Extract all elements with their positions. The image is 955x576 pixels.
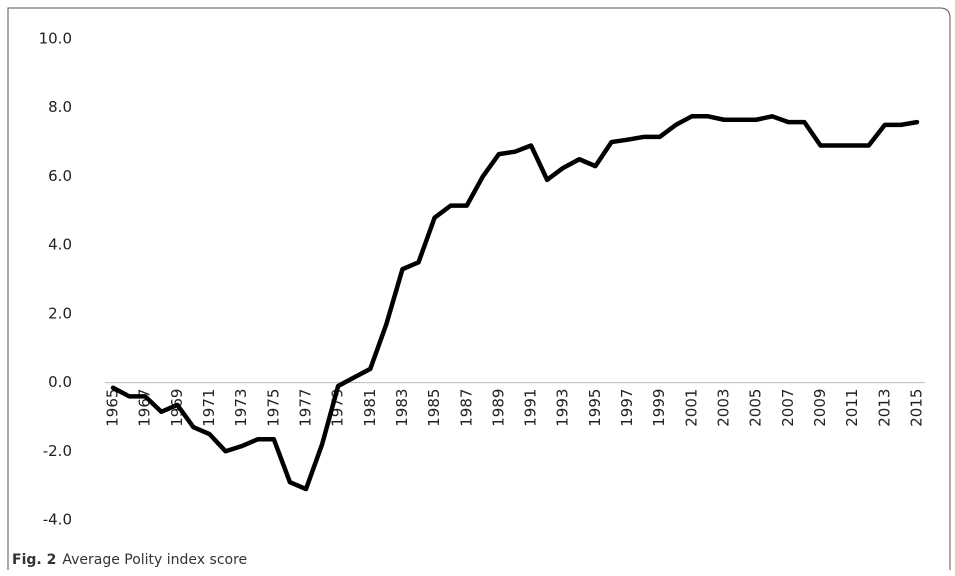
y-tick-label: 6.0: [48, 167, 72, 185]
y-tick-label: 2.0: [48, 304, 72, 322]
x-tick-label: 1999: [650, 389, 668, 427]
x-tick-label: 2005: [747, 389, 765, 427]
x-tick-label: 1995: [586, 389, 604, 427]
y-tick-label: -4.0: [43, 511, 72, 529]
x-tick-label: 2001: [682, 389, 700, 427]
y-tick-label: 8.0: [48, 98, 72, 116]
line: [110, 114, 920, 492]
x-tick-label: 1997: [618, 389, 636, 427]
x-tick-label: 1981: [361, 389, 379, 427]
y-tick-label: 10.0: [39, 30, 72, 48]
x-tick-label: 2007: [779, 389, 797, 427]
caption-text: Average Polity index score: [62, 552, 247, 568]
x-tick-label: 1989: [489, 389, 507, 427]
y-tick-label: 0.0: [48, 373, 72, 391]
x-tick-label: 2015: [907, 389, 925, 427]
caption: Fig. 2 Average Polity index score: [12, 552, 247, 568]
x-tick-label: 2003: [715, 389, 733, 427]
x-tick-label: 1991: [522, 389, 540, 427]
x-tick-label: 2013: [875, 389, 893, 427]
x-tick-label: 2011: [843, 389, 861, 427]
y-tick-label: -2.0: [43, 442, 72, 460]
caption-label: Fig. 2: [12, 552, 56, 568]
frame: [7, 7, 951, 570]
x-tick-label: 1973: [232, 389, 250, 427]
x-tick-label: 1965: [104, 389, 122, 427]
x-tick-label: 1985: [425, 389, 443, 427]
y-tick-label: 4.0: [48, 236, 72, 254]
x-tick-label: 1971: [200, 389, 218, 427]
x-tick-label: 1977: [296, 389, 314, 427]
x-tick-label: 1975: [264, 389, 282, 427]
x-tick-label: 1983: [393, 389, 411, 427]
x-tick-label: 1987: [457, 389, 475, 427]
x-tick-label: 2009: [811, 389, 829, 427]
x-tick-label: 1993: [554, 389, 572, 427]
